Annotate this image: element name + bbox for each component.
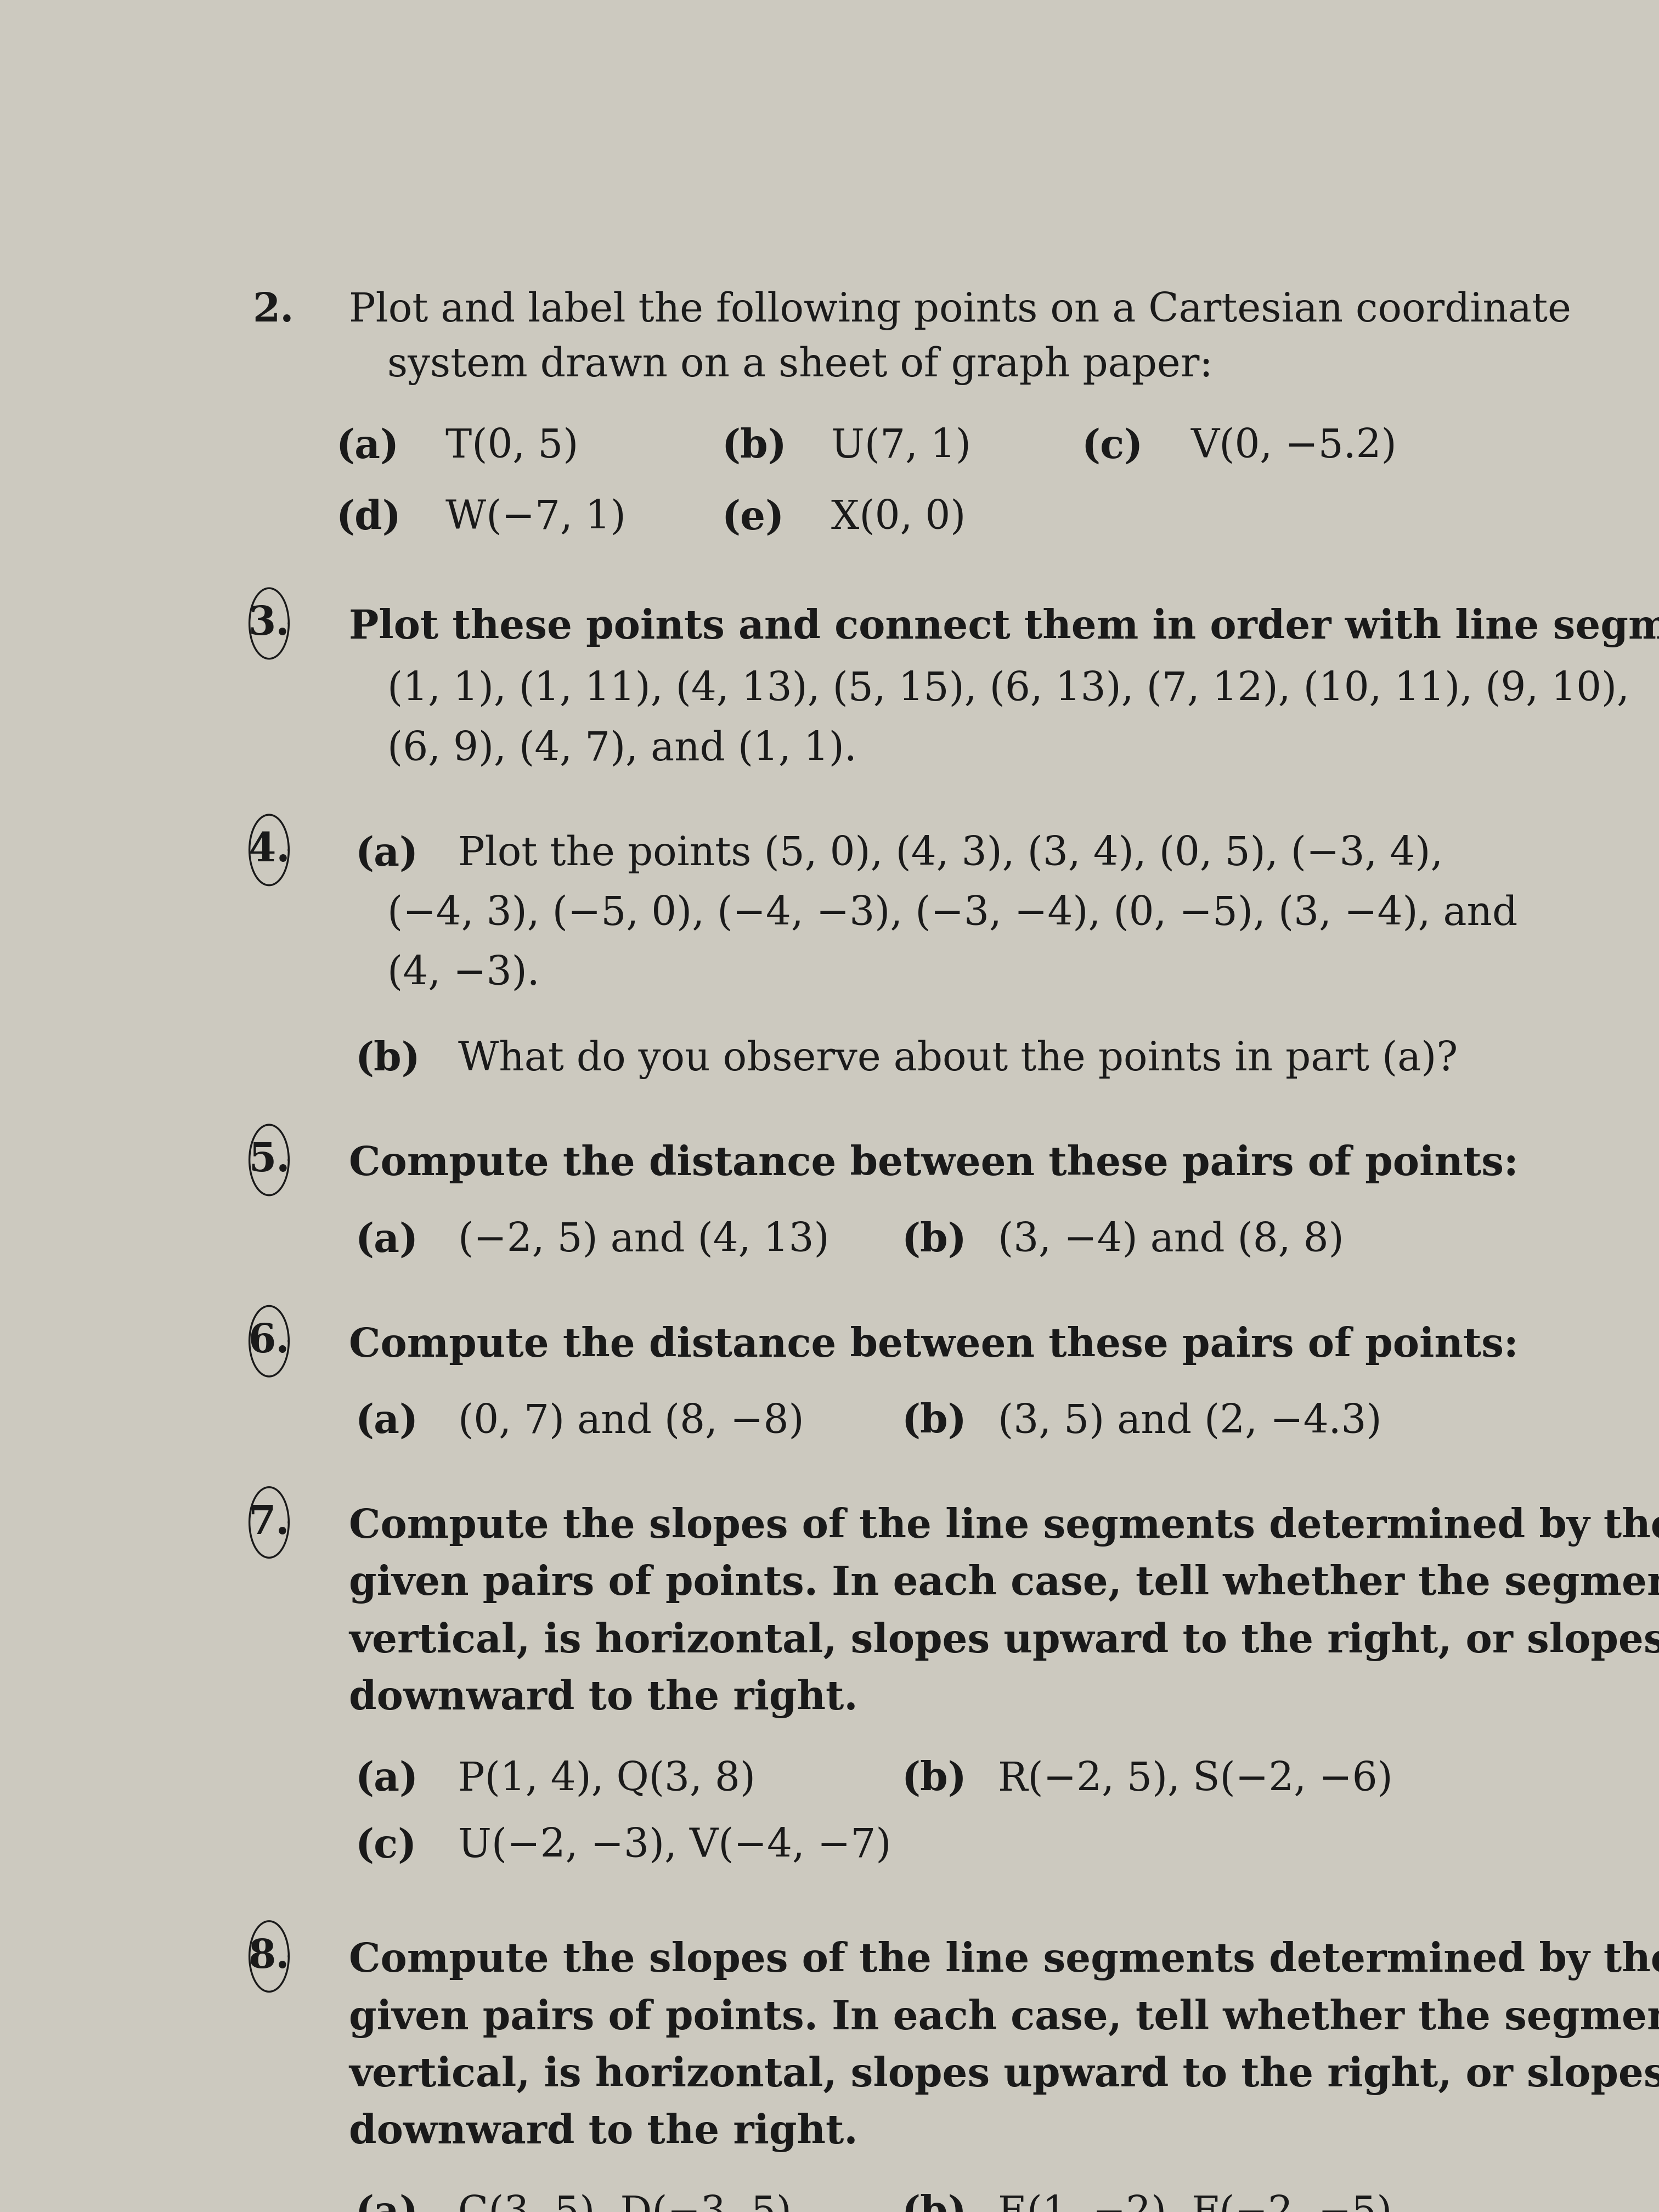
Text: (6, 9), (4, 7), and (1, 1).: (6, 9), (4, 7), and (1, 1). [388, 730, 856, 768]
Text: Compute the distance between these pairs of points:: Compute the distance between these pairs… [348, 1325, 1518, 1365]
Text: (−4, 3), (−5, 0), (−4, −3), (−3, −4), (0, −5), (3, −4), and: (−4, 3), (−5, 0), (−4, −3), (−3, −4), (0… [388, 894, 1518, 933]
Text: X(0, 0): X(0, 0) [831, 498, 966, 538]
Text: (b): (b) [902, 2194, 967, 2212]
Text: (3, −4) and (8, 8): (3, −4) and (8, 8) [999, 1221, 1344, 1259]
Text: 2.: 2. [252, 292, 294, 330]
Text: Compute the slopes of the line segments determined by the: Compute the slopes of the line segments … [348, 1506, 1659, 1546]
Text: (c): (c) [355, 1827, 416, 1865]
Text: given pairs of points. In each case, tell whether the segment is: given pairs of points. In each case, tel… [348, 1997, 1659, 2037]
Text: (e): (e) [722, 498, 785, 538]
Text: downward to the right.: downward to the right. [348, 1679, 858, 1719]
Text: Plot these points and connect them in order with line segments:: Plot these points and connect them in or… [348, 608, 1659, 648]
Text: (b): (b) [902, 1402, 967, 1442]
Text: downward to the right.: downward to the right. [348, 2112, 858, 2152]
Text: Compute the distance between these pairs of points:: Compute the distance between these pairs… [348, 1144, 1518, 1183]
Text: (b): (b) [902, 1761, 967, 1798]
Text: given pairs of points. In each case, tell whether the segment is: given pairs of points. In each case, tel… [348, 1564, 1659, 1604]
Text: (d): (d) [335, 498, 401, 538]
Text: (a): (a) [355, 1402, 418, 1442]
Text: (0, 7) and (8, −8): (0, 7) and (8, −8) [458, 1402, 805, 1440]
Text: system drawn on a sheet of graph paper:: system drawn on a sheet of graph paper: [388, 345, 1213, 385]
Text: 3.: 3. [249, 604, 290, 644]
Text: 7.: 7. [249, 1502, 290, 1542]
Text: (4, −3).: (4, −3). [388, 953, 539, 993]
Text: (a): (a) [335, 427, 400, 467]
Text: (c): (c) [1082, 427, 1143, 467]
Text: P(1, 4), Q(3, 8): P(1, 4), Q(3, 8) [458, 1761, 755, 1798]
Text: vertical, is horizontal, slopes upward to the right, or slopes: vertical, is horizontal, slopes upward t… [348, 1621, 1659, 1661]
Text: 6.: 6. [249, 1323, 290, 1360]
Text: vertical, is horizontal, slopes upward to the right, or slopes: vertical, is horizontal, slopes upward t… [348, 2055, 1659, 2095]
Text: R(−2, 5), S(−2, −6): R(−2, 5), S(−2, −6) [999, 1761, 1394, 1798]
Text: (a): (a) [355, 2194, 418, 2212]
Text: What do you observe about the points in part (a)?: What do you observe about the points in … [458, 1040, 1458, 1079]
Text: T(0, 5): T(0, 5) [445, 427, 579, 465]
Text: (a): (a) [355, 1761, 418, 1798]
Text: (a): (a) [355, 834, 418, 874]
Text: E(1, −2), F(−2, −5): E(1, −2), F(−2, −5) [999, 2194, 1392, 2212]
Text: 8.: 8. [249, 1938, 290, 1975]
Text: (1, 1), (1, 11), (4, 13), (5, 15), (6, 13), (7, 12), (10, 11), (9, 10),: (1, 1), (1, 11), (4, 13), (5, 15), (6, 1… [388, 670, 1629, 708]
Text: (b): (b) [722, 427, 786, 467]
Text: Plot the points (5, 0), (4, 3), (3, 4), (0, 5), (−3, 4),: Plot the points (5, 0), (4, 3), (3, 4), … [458, 834, 1443, 874]
Text: 4.: 4. [249, 830, 290, 869]
Text: V(0, −5.2): V(0, −5.2) [1191, 427, 1397, 465]
Text: (a): (a) [355, 1221, 418, 1261]
Text: 5.: 5. [249, 1141, 290, 1179]
Text: (b): (b) [355, 1040, 420, 1079]
Text: (b): (b) [902, 1221, 967, 1261]
Text: U(−2, −3), V(−4, −7): U(−2, −3), V(−4, −7) [458, 1827, 891, 1865]
Text: (−2, 5) and (4, 13): (−2, 5) and (4, 13) [458, 1221, 830, 1259]
Text: W(−7, 1): W(−7, 1) [445, 498, 625, 538]
Text: U(7, 1): U(7, 1) [831, 427, 971, 465]
Text: C(3, 5), D(−3, 5): C(3, 5), D(−3, 5) [458, 2194, 791, 2212]
Text: Plot and label the following points on a Cartesian coordinate: Plot and label the following points on a… [348, 292, 1571, 330]
Text: Compute the slopes of the line segments determined by the: Compute the slopes of the line segments … [348, 1942, 1659, 1980]
Text: (3, 5) and (2, −4.3): (3, 5) and (2, −4.3) [999, 1402, 1382, 1440]
